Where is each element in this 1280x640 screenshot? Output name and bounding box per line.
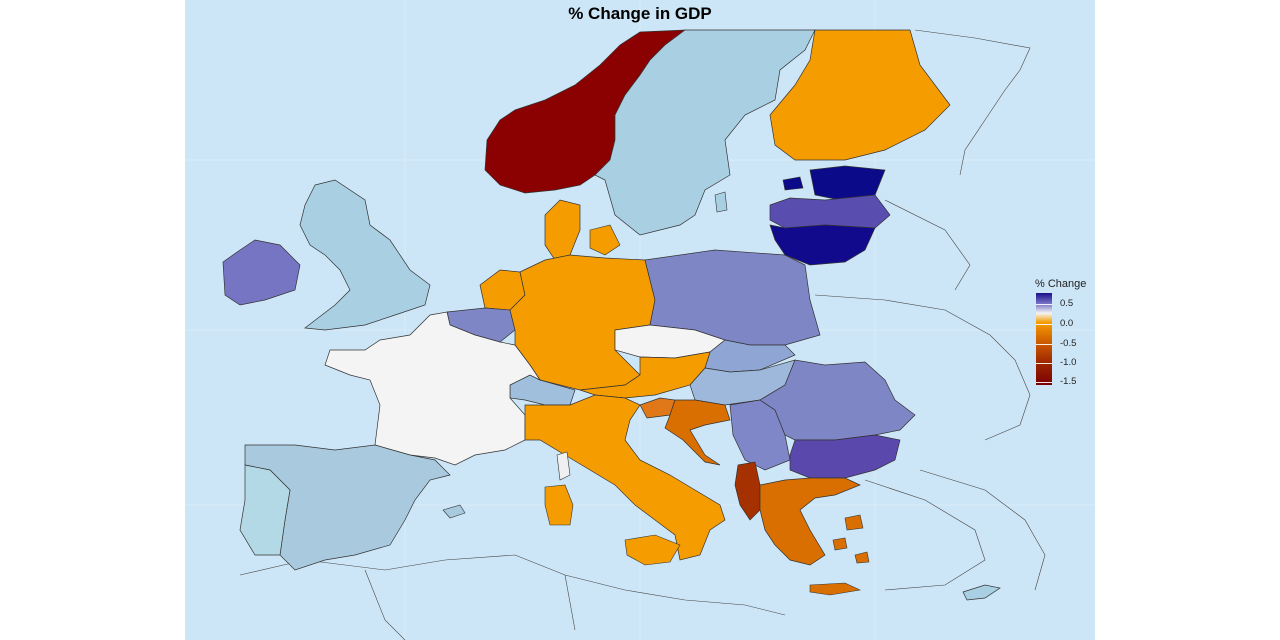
region-greece-crete xyxy=(809,582,862,596)
legend-tick-mark xyxy=(1036,382,1052,383)
region-albania[interactable] xyxy=(734,461,761,521)
region-ireland[interactable] xyxy=(222,239,301,306)
region-sweden[interactable] xyxy=(594,29,816,236)
context-borders xyxy=(239,29,1046,640)
regions xyxy=(222,29,1001,601)
legend-tick-label: 0.0 xyxy=(1060,318,1074,329)
region-greece[interactable] xyxy=(759,477,861,566)
legend-tick-mark xyxy=(1036,324,1052,325)
legend-tick-mark xyxy=(1036,363,1052,364)
region-denmark[interactable] xyxy=(544,199,581,261)
region-finland[interactable] xyxy=(769,29,951,161)
region-portugal[interactable] xyxy=(239,464,291,556)
region-estonia-islands xyxy=(782,176,804,191)
legend-tick-mark xyxy=(1036,344,1052,345)
region-denmark-islands xyxy=(589,224,621,256)
region-greece-islands xyxy=(832,514,870,564)
legend-tick-mark xyxy=(1036,304,1052,305)
region-italy[interactable] xyxy=(524,394,726,561)
region-lithuania[interactable] xyxy=(769,224,876,266)
legend-colorbar xyxy=(1036,293,1052,385)
region-france[interactable] xyxy=(324,311,542,466)
europe-map xyxy=(185,0,1095,640)
region-latvia[interactable] xyxy=(769,194,891,229)
legend-title: % Change xyxy=(1035,278,1087,290)
map-title: % Change in GDP xyxy=(568,4,712,23)
region-croatia[interactable] xyxy=(664,399,731,466)
region-italy-sicily xyxy=(624,534,681,566)
region-united-kingdom[interactable] xyxy=(299,179,431,331)
region-romania[interactable] xyxy=(759,359,916,441)
region-balearic-islands xyxy=(442,504,466,519)
map-panel: % Change in GDP % Change 0.5 0.0 -0.5 -1… xyxy=(185,0,1095,640)
region-bulgaria[interactable] xyxy=(789,434,901,479)
legend-tick-label: -1.0 xyxy=(1060,357,1077,368)
legend-tick-label: 0.5 xyxy=(1060,298,1074,309)
legend-tick-label: -1.5 xyxy=(1060,376,1077,387)
region-italy-sardinia xyxy=(544,484,574,526)
legend-tick-label: -0.5 xyxy=(1060,338,1077,349)
region-sweden-gotland xyxy=(714,191,728,213)
region-corsica xyxy=(556,451,571,481)
region-cyprus[interactable] xyxy=(962,584,1001,601)
